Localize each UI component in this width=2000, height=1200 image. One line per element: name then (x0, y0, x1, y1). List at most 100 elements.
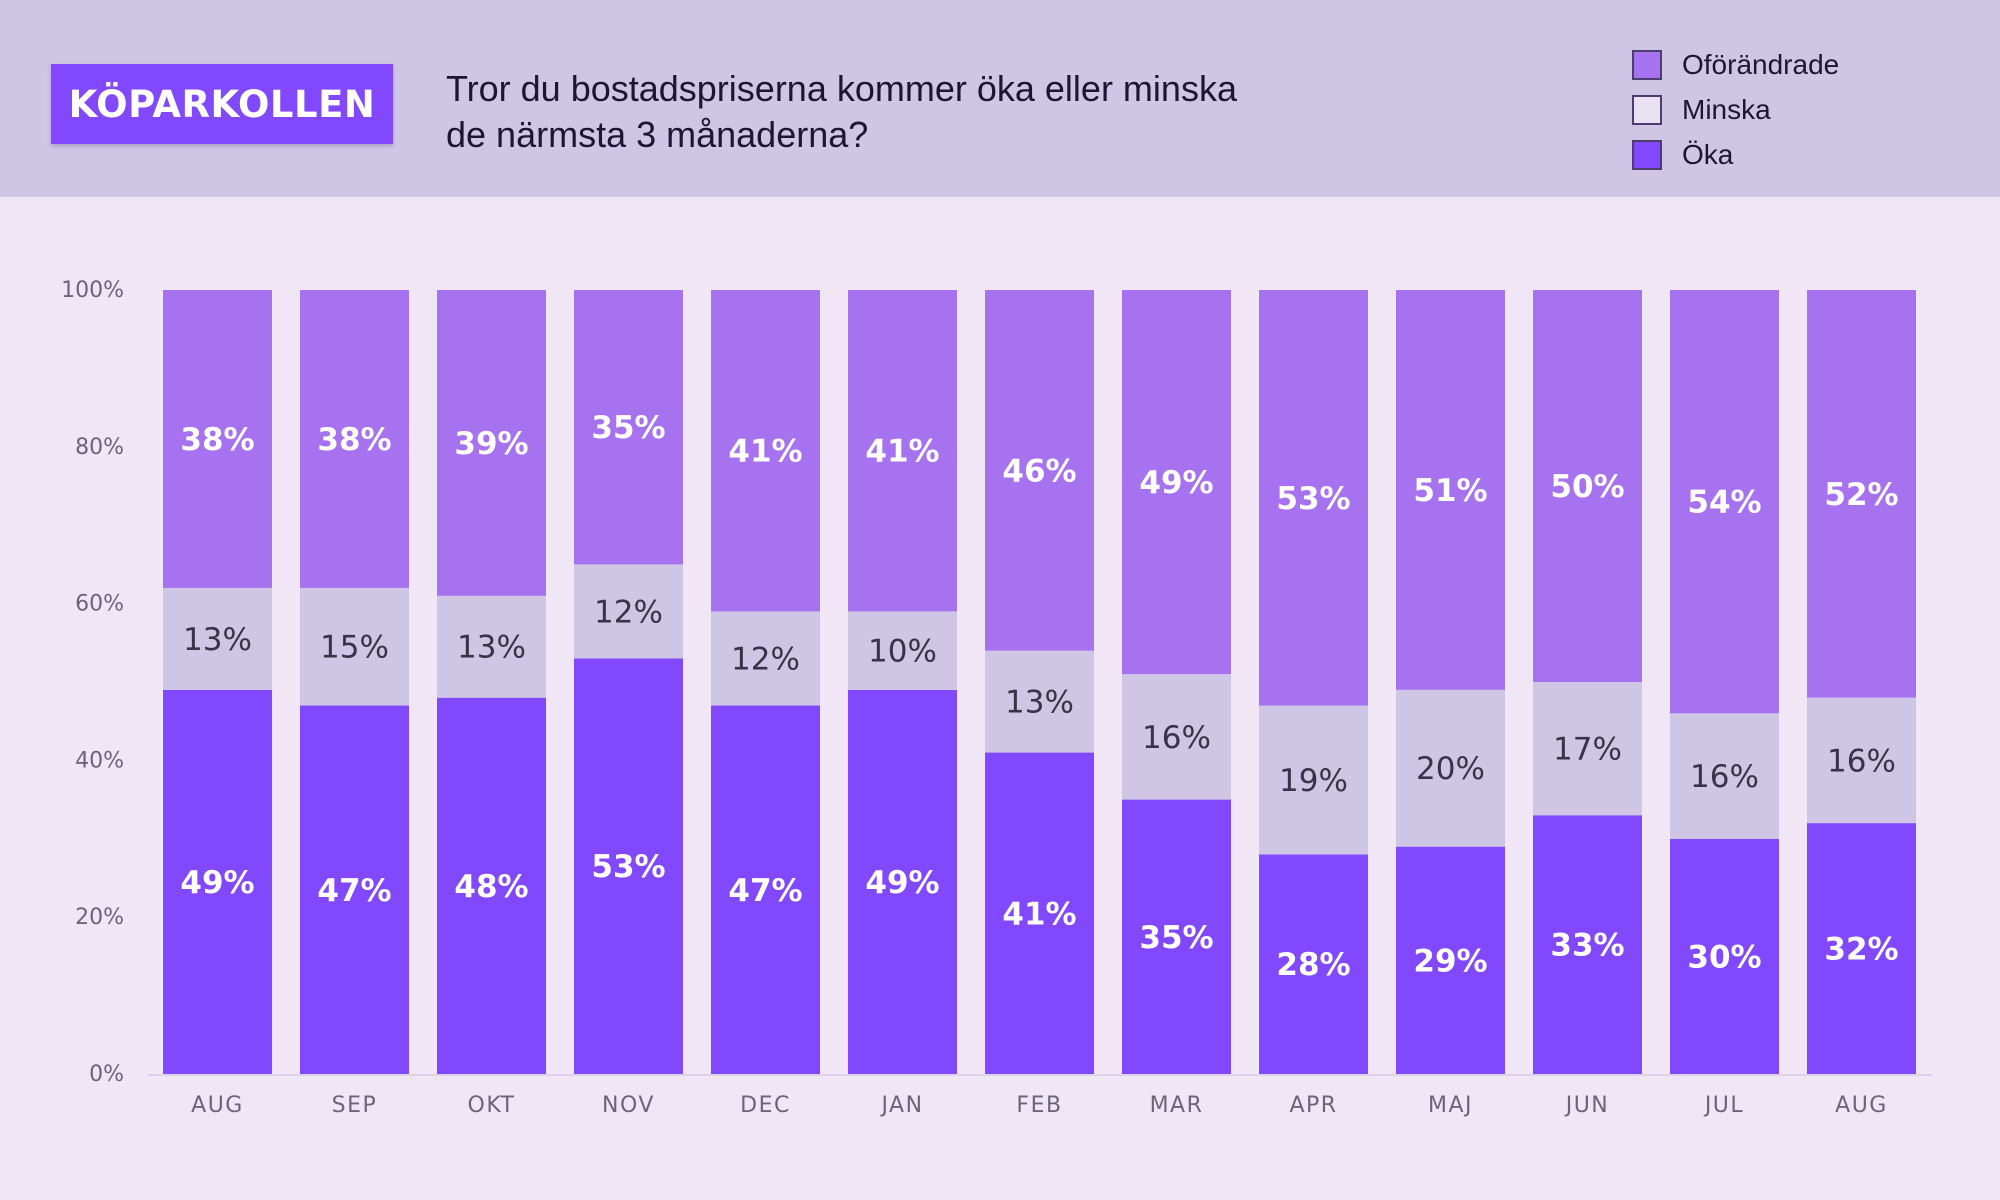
data-label-oforandrade: 51% (1413, 473, 1487, 509)
bar-segment-minska (985, 650, 1094, 753)
data-label-oforandrade: 35% (591, 410, 665, 446)
data-label-oka: 30% (1687, 939, 1761, 975)
bar-segment-oforandrade (711, 290, 820, 612)
data-label-oka: 49% (180, 865, 254, 901)
bar-segment-oka (574, 658, 683, 1074)
data-label-minska: 12% (731, 641, 800, 677)
data-label-minska: 16% (1142, 720, 1211, 756)
legend-item-minska: Minska (1632, 87, 1972, 132)
data-label-minska: 17% (1553, 732, 1622, 768)
bar-segment-oka (300, 705, 409, 1074)
bar-segment-oforandrade (437, 290, 546, 596)
legend-swatch-oforandrade (1632, 49, 1662, 80)
bar-segment-oka (848, 689, 957, 1074)
x-tick-label: JUL (1703, 1093, 1744, 1118)
data-label-minska: 13% (183, 622, 252, 658)
bar-segment-minska (1396, 689, 1505, 847)
data-label-oka: 47% (317, 873, 391, 909)
bar-segment-minska (163, 587, 272, 690)
bar-segment-oforandrade (1396, 290, 1505, 690)
bar-segment-oforandrade (985, 290, 1094, 651)
data-label-minska: 16% (1827, 743, 1896, 779)
data-label-minska: 20% (1416, 751, 1485, 787)
data-label-minska: 15% (320, 630, 389, 666)
bar-segment-minska (711, 611, 820, 706)
data-label-oforandrade: 46% (1002, 453, 1076, 489)
data-label-oka: 47% (728, 873, 802, 909)
bar-segment-oka (1807, 823, 1916, 1074)
brand-badge: KÖPARKOLLEN (51, 64, 393, 144)
bar-segment-oforandrade (1807, 290, 1916, 698)
bar-segment-minska (848, 611, 957, 690)
bar-segment-minska (1670, 713, 1779, 839)
data-label-oka: 32% (1824, 932, 1898, 968)
data-label-oforandrade: 49% (1139, 465, 1213, 501)
x-tick-label: NOV (602, 1093, 655, 1118)
data-label-oka: 41% (1002, 896, 1076, 932)
bar-segment-oforandrade (163, 290, 272, 588)
bar-segment-oka (1670, 838, 1779, 1074)
legend: Oförändrade Minska Öka (1632, 42, 1972, 177)
data-label-minska: 10% (868, 634, 937, 670)
data-label-oforandrade: 52% (1824, 477, 1898, 513)
x-tick-label: AUG (1835, 1093, 1888, 1118)
legend-label-oka: Öka (1682, 138, 1734, 170)
x-tick-label: AUG (191, 1093, 244, 1118)
data-label-oforandrade: 53% (1276, 481, 1350, 517)
legend-item-oforandrade: Oförändrade (1632, 42, 1972, 87)
x-tick-label: FEB (1016, 1093, 1062, 1118)
data-label-oka: 48% (454, 869, 528, 905)
data-label-oka: 28% (1276, 947, 1350, 983)
chart-title: Tror du bostadspriserna kommer öka eller… (446, 66, 1426, 158)
legend-label-minska: Minska (1682, 93, 1771, 125)
legend-swatch-minska (1632, 94, 1662, 125)
legend-swatch-oka (1632, 139, 1662, 170)
bar-segment-minska (437, 595, 546, 698)
bar-segment-oka (711, 705, 820, 1074)
bar-segment-oka (1396, 846, 1505, 1074)
brand-label: KÖPARKOLLEN (68, 82, 376, 126)
bar-segment-minska (1533, 682, 1642, 816)
data-label-oka: 29% (1413, 943, 1487, 979)
data-label-oka: 53% (591, 849, 665, 885)
bar-segment-oka (1259, 854, 1368, 1074)
data-label-minska: 12% (594, 594, 663, 630)
data-label-minska: 19% (1279, 763, 1348, 799)
bar-segment-oforandrade (848, 290, 957, 612)
x-tick-label: SEP (332, 1093, 378, 1118)
data-label-minska: 16% (1690, 759, 1759, 795)
chart-title-line-1: Tror du bostadspriserna kommer öka eller… (446, 68, 1237, 109)
bar-segment-oka (985, 752, 1094, 1074)
bar-segment-oka (1122, 799, 1231, 1074)
bar-segment-minska (1259, 705, 1368, 855)
y-tick-label: 100% (61, 278, 124, 303)
data-label-oka: 33% (1550, 928, 1624, 964)
y-tick-label: 0% (89, 1062, 124, 1087)
data-label-oforandrade: 54% (1687, 485, 1761, 521)
bar-segment-oka (163, 689, 272, 1074)
data-label-oforandrade: 50% (1550, 469, 1624, 505)
data-label-oforandrade: 38% (180, 422, 254, 458)
bar-segment-minska (300, 587, 409, 706)
y-tick-label: 60% (75, 592, 124, 617)
bar-segment-minska (1807, 697, 1916, 824)
x-tick-label: MAR (1150, 1093, 1204, 1118)
data-label-oforandrade: 38% (317, 422, 391, 458)
bar-segment-oforandrade (1122, 290, 1231, 675)
y-tick-label: 40% (75, 748, 124, 773)
data-label-oka: 49% (865, 865, 939, 901)
x-tick-label: JUN (1564, 1093, 1610, 1118)
bar-segment-oka (437, 697, 546, 1074)
bar-segment-oforandrade (1670, 290, 1779, 714)
bar-segment-minska (574, 564, 683, 659)
bar-segment-oforandrade (574, 290, 683, 565)
data-label-oforandrade: 41% (728, 434, 802, 470)
bar-segment-oforandrade (1533, 290, 1642, 682)
y-tick-label: 80% (75, 435, 124, 460)
x-tick-label: DEC (740, 1093, 791, 1118)
x-tick-label: JAN (879, 1093, 923, 1118)
y-tick-label: 20% (75, 905, 124, 930)
data-label-oka: 35% (1139, 920, 1213, 956)
data-label-minska: 13% (457, 630, 526, 666)
